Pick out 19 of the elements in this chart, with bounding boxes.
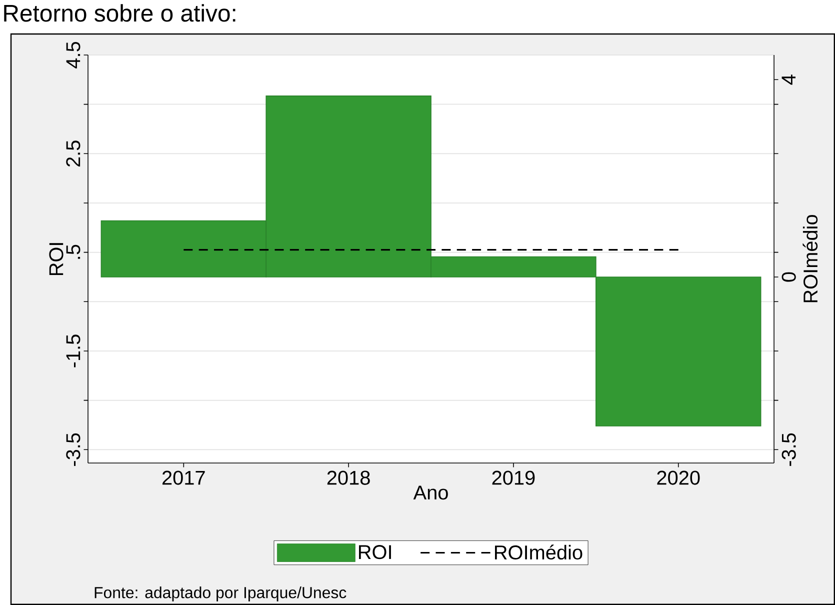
y2-tick-label: 4	[782, 74, 796, 85]
y-tick-label: -3.5	[66, 433, 80, 466]
y2-tick-label: 0	[782, 272, 796, 282]
x-axis-title: Ano	[413, 486, 448, 500]
y2-axis-title: ROImédio	[802, 214, 818, 302]
x-tick-label: 2017	[162, 470, 205, 485]
y-tick-label: -1.5	[66, 334, 80, 368]
chart-title: Retorno sobre o ativo:	[4, 4, 236, 22]
x-tick-label: 2018	[327, 470, 370, 485]
x-tick-label: 2019	[492, 470, 535, 485]
x-tick-label: 2020	[657, 470, 700, 485]
y-axis-title: ROI	[49, 243, 64, 276]
y-tick-label: .5	[66, 244, 80, 259]
y2-tick-label: -3.5	[782, 433, 796, 466]
y-tick-label: 4.5	[66, 42, 80, 68]
source-note: Fonte: adaptado por Iparque/Unesc	[94, 586, 346, 602]
y-tick-label: 2.5	[66, 140, 80, 166]
legend-label: ROI	[359, 545, 391, 560]
legend-label: ROImédio	[495, 544, 582, 560]
